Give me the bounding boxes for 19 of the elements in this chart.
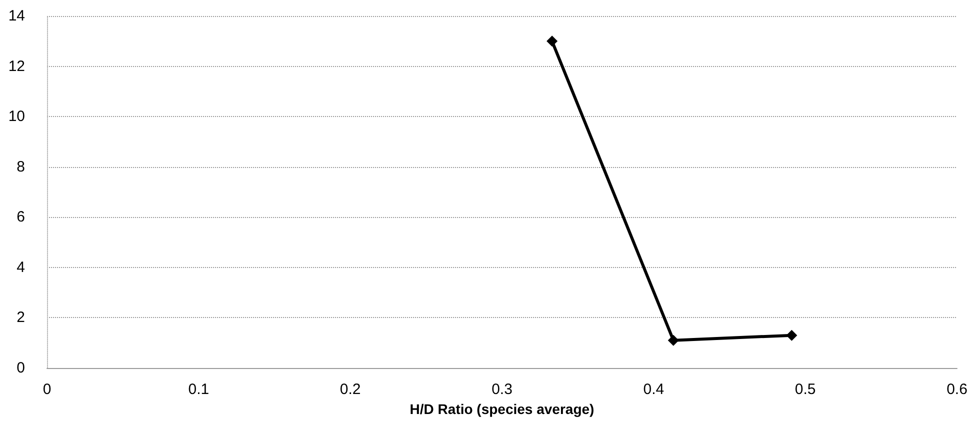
point — [786, 330, 798, 341]
point — [668, 334, 679, 346]
y-tick-label: 12 — [8, 58, 25, 75]
x-tick-label: 0.1 — [188, 381, 210, 398]
y-tick-label: 10 — [8, 108, 25, 126]
x-tick-label: 0.2 — [340, 381, 361, 398]
x-tick-label: 0.3 — [492, 381, 512, 398]
x-tick-label: 0.5 — [794, 381, 816, 398]
y-tick-label: 6 — [16, 208, 25, 226]
point — [546, 36, 558, 47]
y-tick-label: 0 — [16, 360, 25, 376]
y-tick-label: 4 — [16, 258, 25, 276]
x-tick-label: 0 — [42, 381, 52, 398]
y-tick-label: 2 — [16, 309, 25, 326]
x-tick-label: 0.6 — [946, 381, 968, 398]
x-axis-title: H/D Ratio (species average) — [410, 401, 594, 417]
y-tick-label: 8 — [16, 158, 25, 176]
y-tick-label: 14 — [8, 8, 25, 24]
x-tick-label: 0.4 — [643, 381, 664, 398]
